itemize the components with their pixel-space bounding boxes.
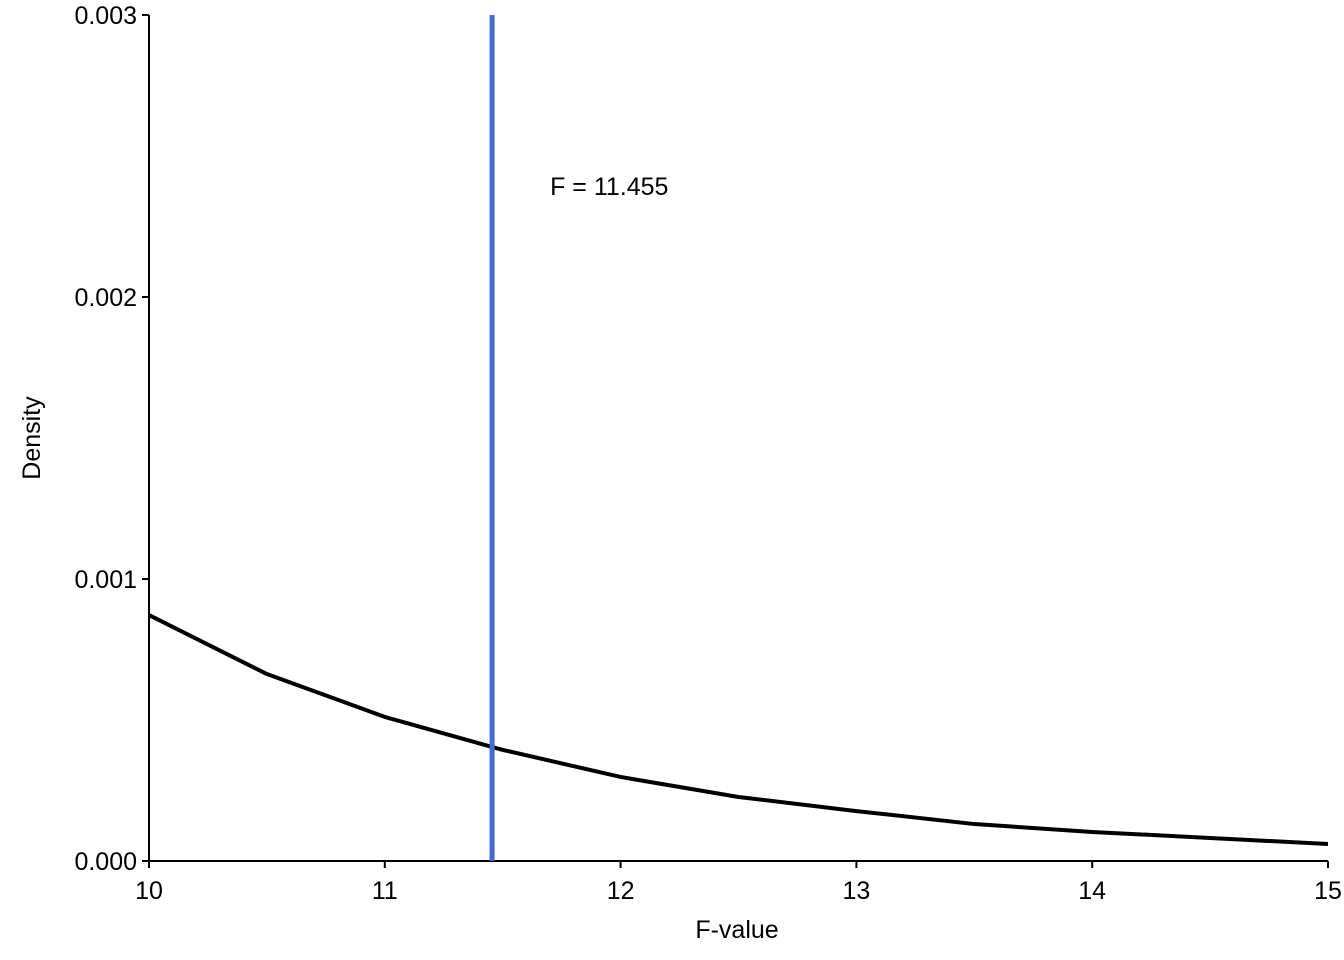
x-tick-label: 11 <box>372 877 398 905</box>
x-tick-label: 10 <box>135 877 163 905</box>
y-tick-label: 0.000 <box>74 848 137 876</box>
density-line <box>148 613 1329 846</box>
y-tick-label: 0.001 <box>74 566 137 594</box>
x-axis-title: F-value <box>695 916 778 944</box>
annotation: F = 11.455 <box>550 173 668 201</box>
y-tick-label: 0.003 <box>74 2 137 30</box>
x-tick-label: 13 <box>842 877 870 905</box>
x-tick-label: 14 <box>1078 877 1106 905</box>
y-tick-label: 0.002 <box>74 284 137 312</box>
x-tick-label: 12 <box>607 877 635 905</box>
x-tick-label: 15 <box>1314 877 1342 905</box>
y-axis-title: Density <box>18 396 46 480</box>
